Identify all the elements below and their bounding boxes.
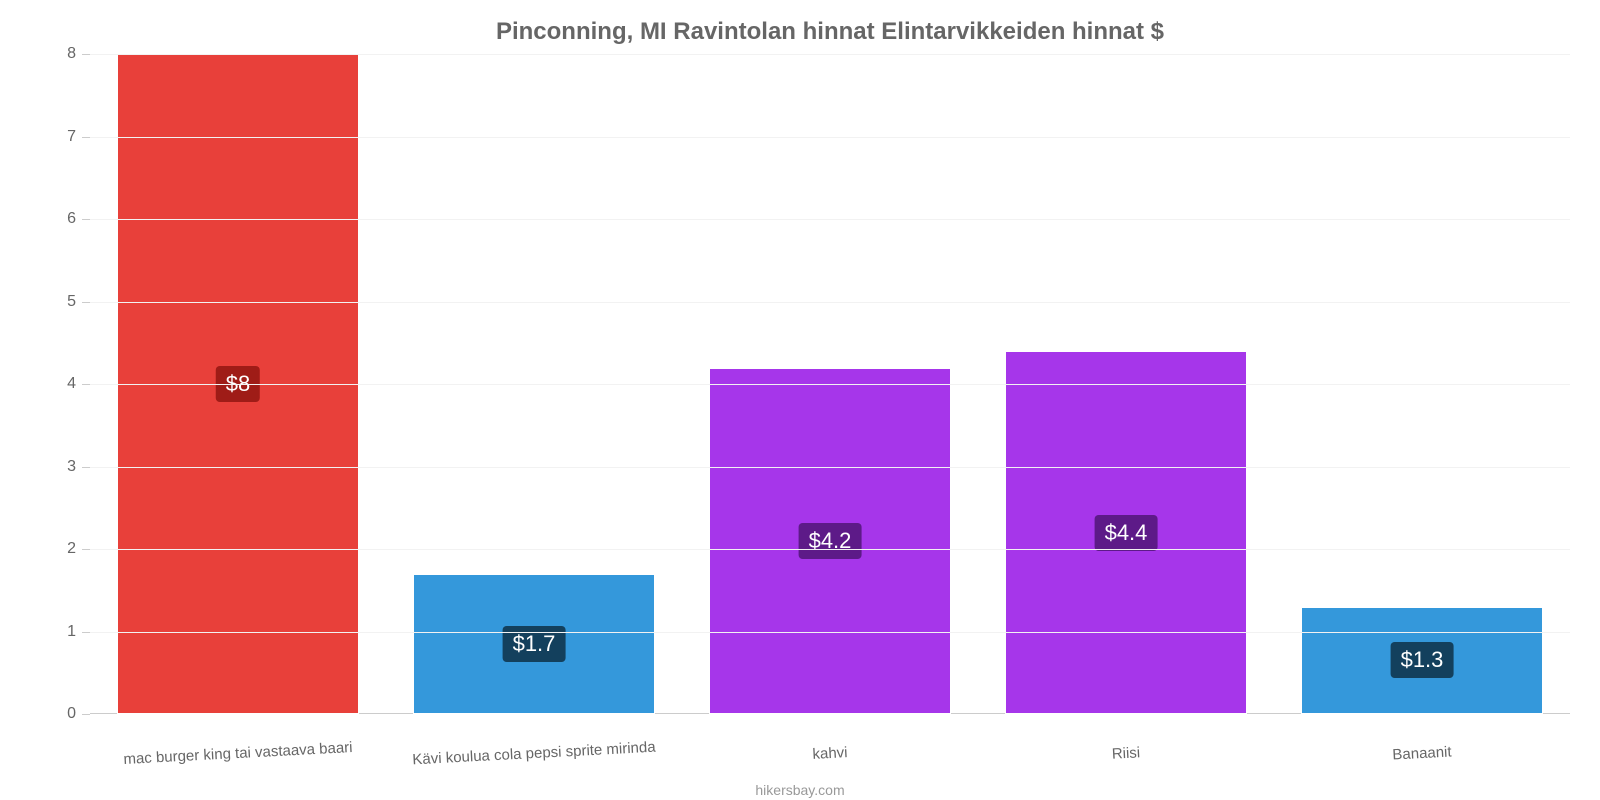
gridline [90,54,1570,55]
y-tick-mark [82,137,90,138]
gridline [90,467,1570,468]
x-axis-label: Kävi koulua cola pepsi sprite mirinda [412,739,656,769]
y-tick-mark [82,302,90,303]
credit-text: hikersbay.com [0,782,1600,798]
y-tick-mark [82,54,90,55]
chart-title: Pinconning, MI Ravintolan hinnat Elintar… [90,18,1570,46]
y-tick-mark [82,219,90,220]
x-label-slot: Riisi [978,745,1274,780]
gridline [90,384,1570,385]
gridline [90,137,1570,138]
x-axis-label: mac burger king tai vastaava baari [123,739,353,768]
x-axis-label: Riisi [1111,744,1140,762]
value-badge: $4.2 [799,523,862,559]
bar: $1.3 [1301,607,1544,714]
y-tick-mark [82,384,90,385]
plot-area: $8$1.7$4.2$4.4$1.3 012345678 [90,54,1570,714]
bar: $4.2 [709,368,952,715]
x-label-slot: Kävi koulua cola pepsi sprite mirinda [386,745,682,780]
bar: $1.7 [413,574,656,714]
x-axis-label: Banaanit [1392,743,1452,763]
value-badge: $4.4 [1095,515,1158,551]
x-label-slot: mac burger king tai vastaava baari [90,745,386,780]
bar: $4.4 [1005,351,1248,714]
y-tick-mark [82,467,90,468]
gridline [90,549,1570,550]
chart-container: Pinconning, MI Ravintolan hinnat Elintar… [0,0,1600,800]
y-tick-mark [82,714,90,715]
value-badge: $1.3 [1391,642,1454,678]
gridline [90,219,1570,220]
x-axis-label: kahvi [812,744,848,763]
y-tick-mark [82,549,90,550]
x-label-slot: Banaanit [1274,745,1570,780]
gridline [90,632,1570,633]
y-tick-mark [82,632,90,633]
gridline [90,302,1570,303]
x-label-slot: kahvi [682,745,978,780]
x-axis-labels: mac burger king tai vastaava baariKävi k… [90,745,1570,780]
